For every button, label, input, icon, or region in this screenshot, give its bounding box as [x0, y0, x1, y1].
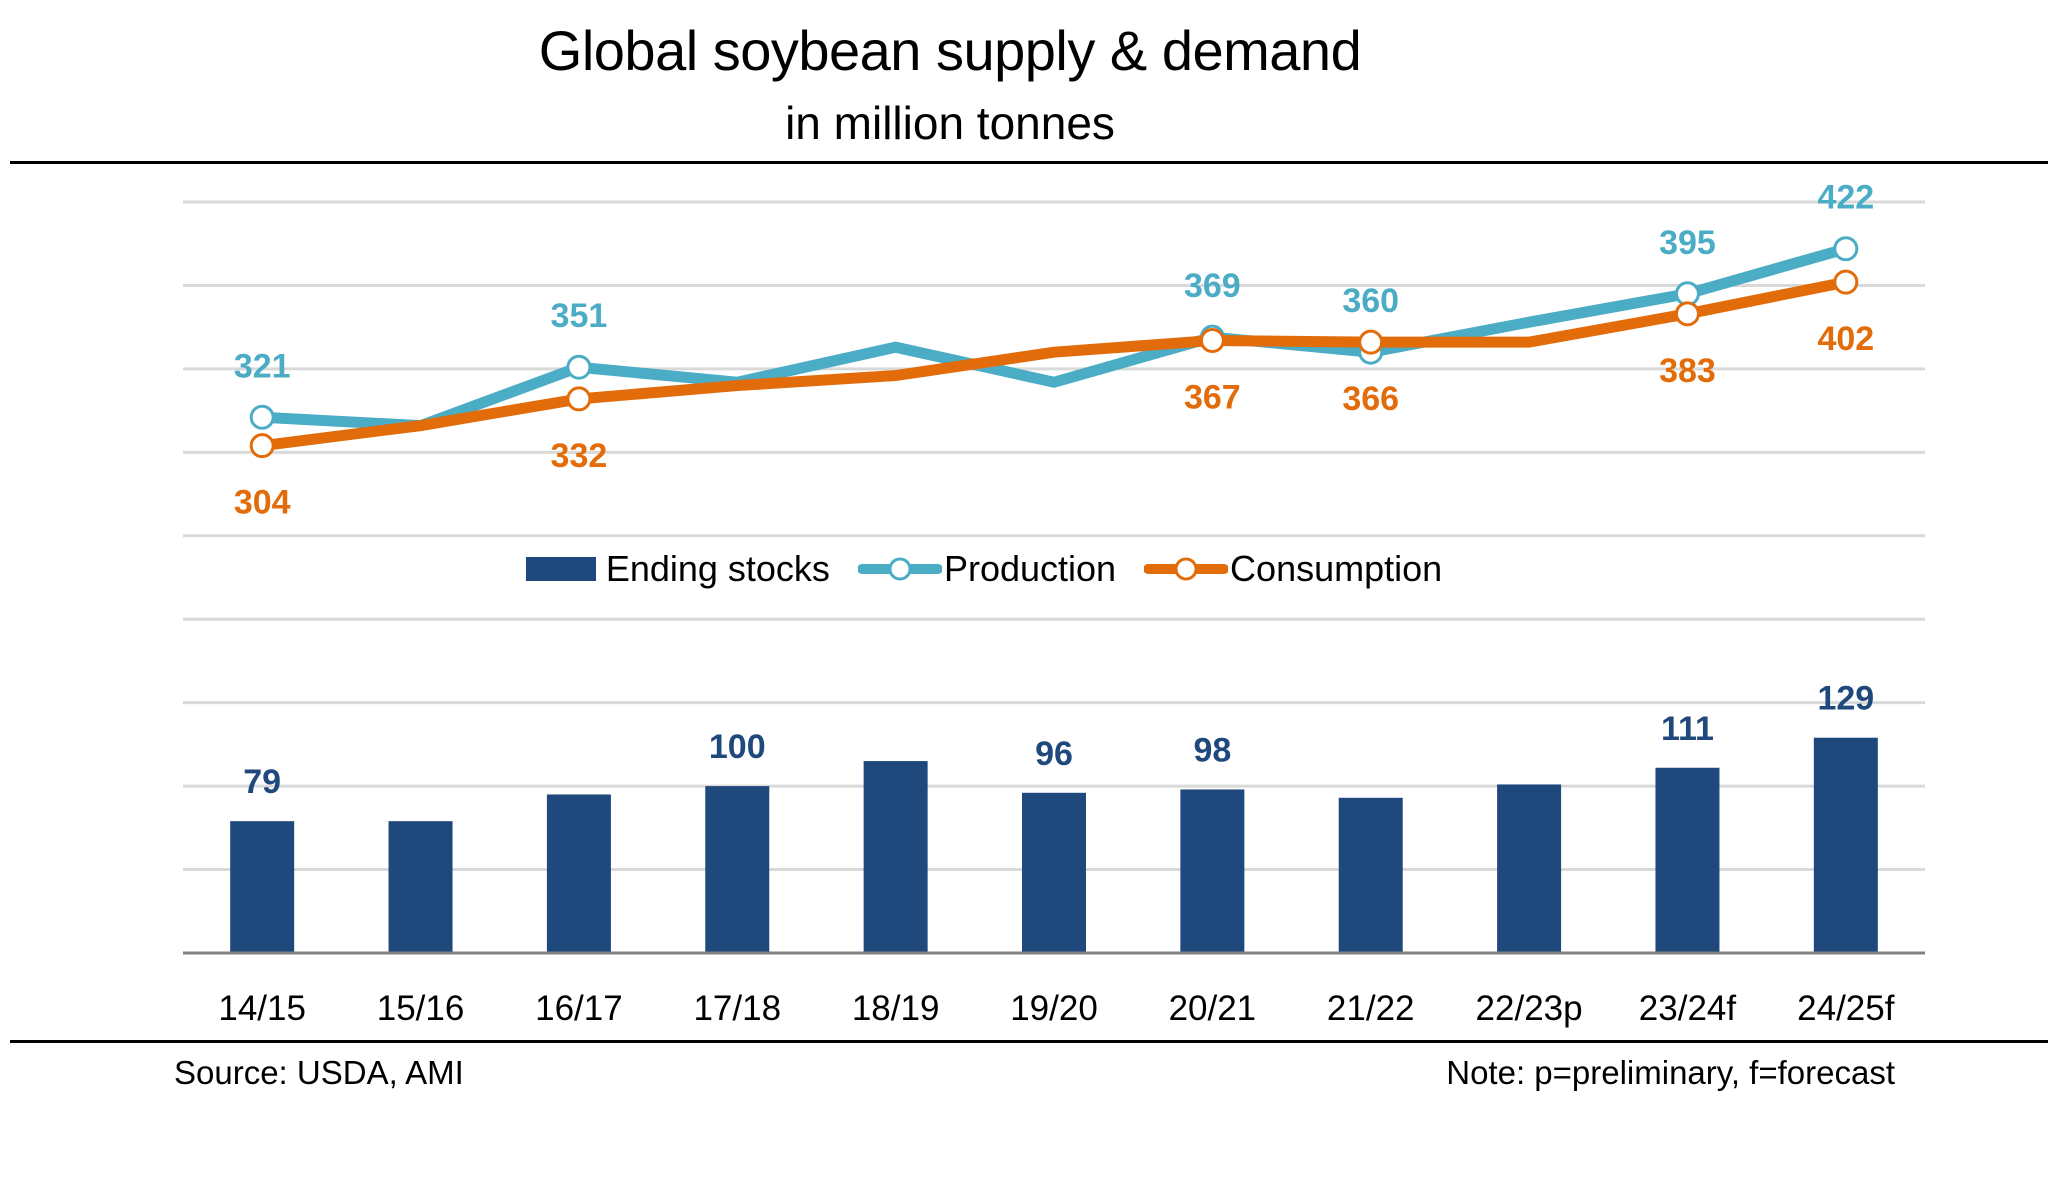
- consumption-data-label: 383: [1659, 352, 1716, 390]
- production-marker: [249, 404, 275, 430]
- x-tick-label: 20/21: [1169, 989, 1257, 1028]
- consumption-marker: [1674, 301, 1700, 327]
- production-marker: [566, 354, 592, 380]
- consumption-marker: [566, 386, 592, 412]
- legend-swatch-bar-icon: [525, 557, 596, 581]
- legend-swatch-line-marker-icon: [1144, 557, 1229, 581]
- x-tick-label: 14/15: [218, 989, 306, 1028]
- production-line: [261, 243, 1848, 432]
- production-marker: [1833, 236, 1859, 262]
- source-note: Source: USDA, AMI: [174, 1054, 464, 1091]
- bar: [1022, 792, 1086, 953]
- consumption-marker: [1833, 269, 1859, 295]
- bar: [230, 821, 295, 953]
- consumption-marker: [1358, 329, 1384, 355]
- legend: Ending stocks Production Consumption: [0, 548, 2048, 590]
- bar: [705, 786, 770, 953]
- bar-data-label: 79: [243, 763, 281, 801]
- consumption-data-label: 304: [234, 484, 291, 522]
- x-tick-labels: 14/15 15/16 16/17 17/18 18/19 19/20 20/21 21/22…: [218, 989, 1894, 1028]
- legend-item-consumption: Consumption: [1144, 548, 1442, 590]
- legend-item-production: Production: [857, 548, 1117, 590]
- bar: [1655, 767, 1720, 953]
- production-data-label: 321: [234, 347, 291, 385]
- consumption-data-label: 402: [1817, 320, 1874, 358]
- x-tick-label: 24/25f: [1797, 989, 1895, 1028]
- bar-data-label: 100: [709, 728, 766, 766]
- x-tick-label: 16/17: [535, 989, 623, 1028]
- bar: [863, 761, 928, 953]
- x-tick-label: 18/19: [852, 989, 940, 1028]
- bar: [546, 794, 611, 953]
- chart-title: Global soybean supply & demand: [538, 19, 1362, 82]
- consumption-marker: [249, 433, 275, 459]
- x-tick-label: 19/20: [1010, 989, 1098, 1028]
- production-data-label: 360: [1342, 282, 1399, 320]
- production-data-label: 395: [1659, 224, 1716, 262]
- gridlines: [183, 200, 1925, 872]
- x-tick-label: 15/16: [377, 989, 465, 1028]
- x-tick-label: 23/24f: [1639, 989, 1737, 1028]
- bar-data-label: 129: [1817, 680, 1874, 718]
- bar: [1497, 784, 1562, 953]
- legend-note: Note: p=preliminary, f=forecast: [1446, 1054, 1895, 1091]
- legend-label-ending-stocks: Ending stocks: [605, 548, 830, 589]
- production-data-label: 369: [1184, 267, 1241, 305]
- bar-data-label: 96: [1035, 735, 1073, 773]
- bar: [388, 821, 453, 953]
- consumption-data-label: 366: [1342, 380, 1399, 418]
- bar: [1813, 737, 1878, 953]
- legend-swatch-line-marker-icon: [857, 557, 942, 581]
- production-data-label: 351: [551, 297, 608, 335]
- bottom-divider: [10, 1040, 2048, 1043]
- data-labels: 79 100 96 98 111 129 321 351 369 360 395 422 304 332 3…: [234, 179, 1874, 801]
- x-tick-label: 21/22: [1327, 989, 1415, 1028]
- x-tick-label: 22/23p: [1476, 989, 1583, 1028]
- legend-item-ending-stocks: Ending stocks: [525, 548, 830, 590]
- x-tick-label: 17/18: [693, 989, 781, 1028]
- bar-data-label: 98: [1193, 731, 1231, 769]
- bar-data-label: 111: [1661, 710, 1714, 748]
- top-divider: [10, 161, 2048, 164]
- bar: [1338, 797, 1403, 953]
- chart-subtitle: in million tonnes: [785, 97, 1115, 149]
- bar: [1180, 789, 1245, 953]
- legend-label-consumption: Consumption: [1230, 548, 1443, 589]
- production-data-label: 422: [1817, 179, 1874, 217]
- legend-label-production: Production: [943, 548, 1117, 589]
- consumption-marker: [1199, 328, 1225, 354]
- consumption-data-label: 332: [551, 437, 608, 475]
- consumption-data-label: 367: [1184, 379, 1241, 417]
- consumption-line: [261, 276, 1847, 452]
- line-series: [249, 236, 1859, 459]
- bar-series-ending-stocks: [230, 737, 1878, 953]
